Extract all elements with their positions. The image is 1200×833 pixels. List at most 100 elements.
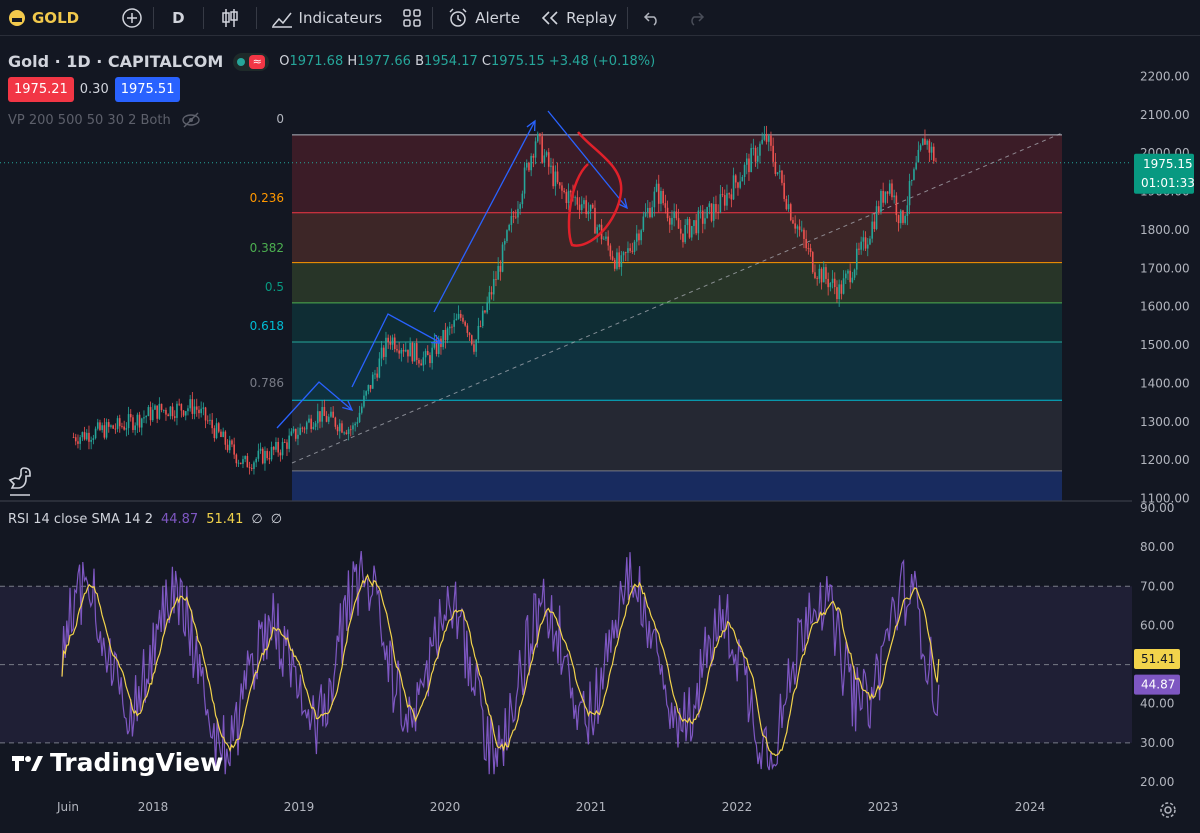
candle-body [622, 252, 625, 256]
candle-body [816, 277, 818, 279]
candle-body [332, 411, 334, 418]
market-status[interactable]: ≈ [233, 52, 270, 71]
indicators-button[interactable]: Indicateurs [259, 0, 395, 36]
candle-body [734, 175, 737, 183]
candle-body [633, 241, 636, 252]
candle-body [393, 337, 396, 350]
symbol-search-button[interactable]: GOLD [0, 0, 87, 36]
candle-body [739, 181, 741, 188]
compare-button[interactable] [113, 0, 151, 36]
interval-button[interactable]: D [156, 0, 200, 36]
settings-gear-icon[interactable] [1158, 800, 1178, 820]
sell-button[interactable]: 1975.21 [8, 77, 74, 102]
candle-body [400, 349, 403, 354]
candle-body [811, 252, 814, 273]
indicators-icon [271, 12, 292, 28]
candle-body [785, 198, 788, 210]
candle-body [233, 444, 235, 455]
candle-body [893, 195, 895, 198]
candle-body [543, 155, 546, 163]
candle-body [246, 456, 249, 468]
candle-body [338, 423, 341, 432]
candle-body [635, 233, 638, 242]
candle-body [349, 429, 352, 431]
candle-body [609, 245, 612, 257]
fib-level-label: 0.618 [250, 319, 284, 333]
candle-body [847, 270, 849, 274]
dino-icon[interactable] [6, 464, 36, 498]
candle-body [838, 284, 840, 300]
candle-body [616, 252, 618, 269]
candles-group [72, 125, 937, 475]
sma-badge [1134, 649, 1180, 670]
candle-body [770, 135, 772, 146]
candle-body [83, 432, 86, 440]
buy-button[interactable]: 1975.51 [114, 77, 181, 102]
candle-body [528, 162, 530, 171]
candle-body [589, 204, 592, 212]
candle-body [444, 329, 447, 341]
price-axis: 2200.002100.002000.001900.001800.001700.… [1134, 70, 1195, 506]
candle-body [721, 194, 724, 196]
candle-body [501, 244, 504, 272]
candle-body [369, 385, 372, 389]
candle-body [512, 216, 515, 217]
candle-body [596, 227, 598, 234]
candle-body [701, 210, 704, 224]
eye-off-icon[interactable] [181, 112, 201, 128]
chart-type-button[interactable] [206, 0, 254, 36]
alert-button[interactable]: Alerte [435, 0, 532, 36]
candle-body [517, 208, 519, 218]
candle-body [660, 190, 662, 204]
candle-body [675, 211, 678, 219]
chart-canvas[interactable]: 0 0.236 0.382 0.5 0.618 0.786 2200.00 2100.00 20… [0, 36, 1200, 833]
candle-body [550, 165, 552, 167]
candle-body [77, 441, 79, 444]
candle-body [666, 207, 669, 219]
candle-body [532, 155, 535, 158]
candle-body [833, 278, 836, 288]
candle-body [679, 228, 682, 234]
candle-body [453, 320, 455, 327]
candle-body [407, 349, 409, 357]
rsi-label[interactable]: RSI 14 close SMA 14 2 [8, 512, 153, 527]
volume-profile-label[interactable]: VP 200 500 50 30 2 Both [8, 112, 171, 128]
candle-body [404, 349, 407, 352]
candle-body [154, 405, 156, 410]
undo-button[interactable] [630, 0, 674, 36]
high-label: H [347, 54, 358, 69]
candle-body [899, 210, 902, 224]
candle-body [554, 171, 557, 187]
candle-body [435, 340, 438, 354]
candle-body [250, 468, 253, 469]
candle-body [576, 197, 579, 205]
low-label: B [415, 54, 424, 69]
candle-body [924, 138, 926, 145]
candle-body [732, 175, 735, 200]
replay-button[interactable]: Replay [532, 0, 625, 36]
candle-body [184, 411, 187, 416]
candle-body [411, 342, 414, 362]
candle-body [820, 268, 823, 283]
redo-button[interactable] [674, 0, 718, 36]
trend-arrow [433, 120, 536, 313]
candle-body [897, 215, 900, 224]
candle-body [354, 423, 356, 426]
candle-body [178, 403, 180, 405]
candle-body [726, 193, 728, 206]
candle-body [756, 155, 759, 162]
rsi-axis-tick: 20.00 [1140, 775, 1174, 789]
low-value: 1954.17 [423, 54, 478, 69]
candle-body [690, 226, 693, 238]
layouts-button[interactable] [394, 0, 430, 36]
arrow-head [430, 334, 443, 344]
candle-body [574, 197, 576, 199]
candle-body [778, 170, 781, 173]
chart-title[interactable]: Gold · 1D · CAPITALCOM [8, 52, 224, 71]
time-axis-tick: Juin [56, 800, 79, 814]
candle-body [125, 428, 128, 430]
candle-body [299, 427, 301, 435]
fib-level-label: 0.236 [250, 191, 284, 205]
rsi-legend: RSI 14 close SMA 14 2 44.87 51.41 ∅ ∅ [8, 512, 282, 527]
candle-body [776, 172, 779, 174]
